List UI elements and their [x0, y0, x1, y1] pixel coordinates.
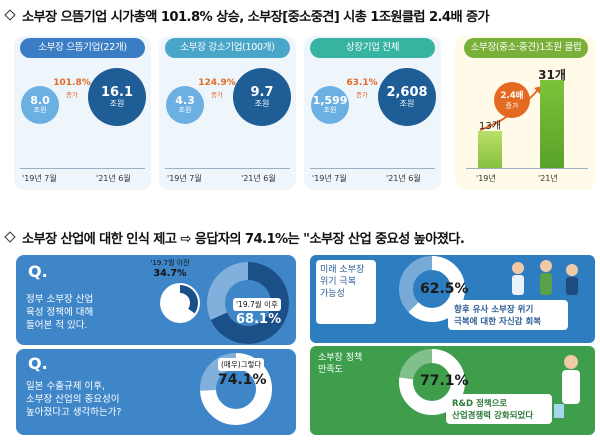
- q2-text: 일본 수출규제 이후, 소부장 산업의 중요성이 높아졌다고 생각하는가?: [26, 381, 122, 418]
- p1-caption-box: [448, 300, 568, 330]
- club-baseline: [466, 168, 588, 169]
- p2-label: 소부장 정책 만족도: [318, 353, 363, 375]
- p1-caption: 향후 유사 소부장 위기 극복에 대한 자신감 회복: [454, 305, 542, 327]
- q1-text: 정부 소부장 산업 육성 정책에 대해 들어본 적 있다.: [26, 294, 94, 331]
- club-year-label: '19년: [476, 174, 496, 183]
- q1-after-label: '19.7월 이후: [233, 298, 281, 311]
- q2-label: (매우)그렇다: [218, 358, 265, 371]
- p2-caption-box: [446, 394, 552, 424]
- before-circle: 8.0 조원: [21, 86, 59, 124]
- q2-value: 74.1%: [218, 372, 267, 388]
- diamond-bullet-icon: [4, 231, 16, 243]
- section2-title: 소부장 산업에 대한 인식 제고 ⇨ 응답자의 74.1%는 "소부장 산업 중…: [4, 228, 465, 247]
- x-label-after: '21년 6월: [386, 174, 421, 183]
- scientist-illustration-icon: [554, 355, 580, 418]
- p1-value: 62.5%: [420, 281, 469, 297]
- q2-letter: Q.: [28, 354, 48, 373]
- stat-pill: 소부장 강소기업(100개): [165, 38, 290, 58]
- p2-donut-chart: [399, 349, 465, 415]
- x-label-after: '21년 6월: [241, 174, 276, 183]
- q1-after-value: 68.1%: [236, 312, 282, 327]
- growth-label: 증가: [66, 91, 78, 99]
- stat-pill: 상장기업 전체: [310, 38, 435, 58]
- club-year-label: '21년: [538, 174, 558, 183]
- club-bar: [540, 80, 564, 168]
- after-circle: 9.7 조원: [233, 68, 291, 126]
- before-circle: 1,599 조원: [311, 86, 349, 124]
- club-bar-label: 31개: [538, 68, 566, 82]
- q1-prior-value: 34.7%: [153, 268, 187, 279]
- x-label-before: '19년 7월: [312, 174, 347, 183]
- q1-mini-arc: [162, 285, 198, 321]
- people-illustration-icon: [512, 260, 578, 295]
- p1-label: 미래 소부장 위기 극복 가능성: [320, 265, 365, 299]
- after-circle: 16.1 조원: [88, 68, 146, 126]
- diamond-bullet-icon: [4, 9, 16, 21]
- x-label-before: '19년 7월: [22, 174, 57, 183]
- club-pill: 소부장(중소·중견)1조원 클럽: [464, 38, 588, 58]
- growth-value: 63.1%: [346, 78, 378, 88]
- p1-label-box: [316, 260, 376, 324]
- panel-baseline: [310, 168, 435, 169]
- p2-caption: R&D 정책으로 산업경쟁력 강화되었다: [452, 399, 534, 421]
- x-label-after: '21년 6월: [96, 174, 131, 183]
- before-circle: 4.3 조원: [166, 86, 204, 124]
- growth-label: 증가: [211, 91, 223, 99]
- x-label-before: '19년 7월: [167, 174, 202, 183]
- section1-title: 소부장 으뜸기업 시가총액 101.8% 상승, 소부장[중소중견] 시총 1조…: [4, 6, 490, 25]
- club-bar: [478, 131, 502, 168]
- stat-pill: 소부장 으뜸기업(22개): [20, 38, 145, 58]
- panel-baseline: [20, 168, 145, 169]
- after-circle: 2,608 조원: [378, 68, 436, 126]
- q1-letter: Q.: [28, 262, 48, 281]
- p2-value: 77.1%: [420, 373, 469, 389]
- panel-baseline: [165, 168, 290, 169]
- club-bar-label: 13개: [479, 121, 501, 132]
- growth-value: 124.9%: [198, 78, 236, 88]
- q1-prior-label: '19.7월 이전: [150, 259, 190, 267]
- p1-donut-arc: [399, 256, 465, 322]
- growth-label: 증가: [356, 91, 368, 99]
- p2-donut-arc: [399, 349, 465, 415]
- growth-value: 101.8%: [53, 78, 91, 88]
- p1-donut-chart: [399, 256, 465, 322]
